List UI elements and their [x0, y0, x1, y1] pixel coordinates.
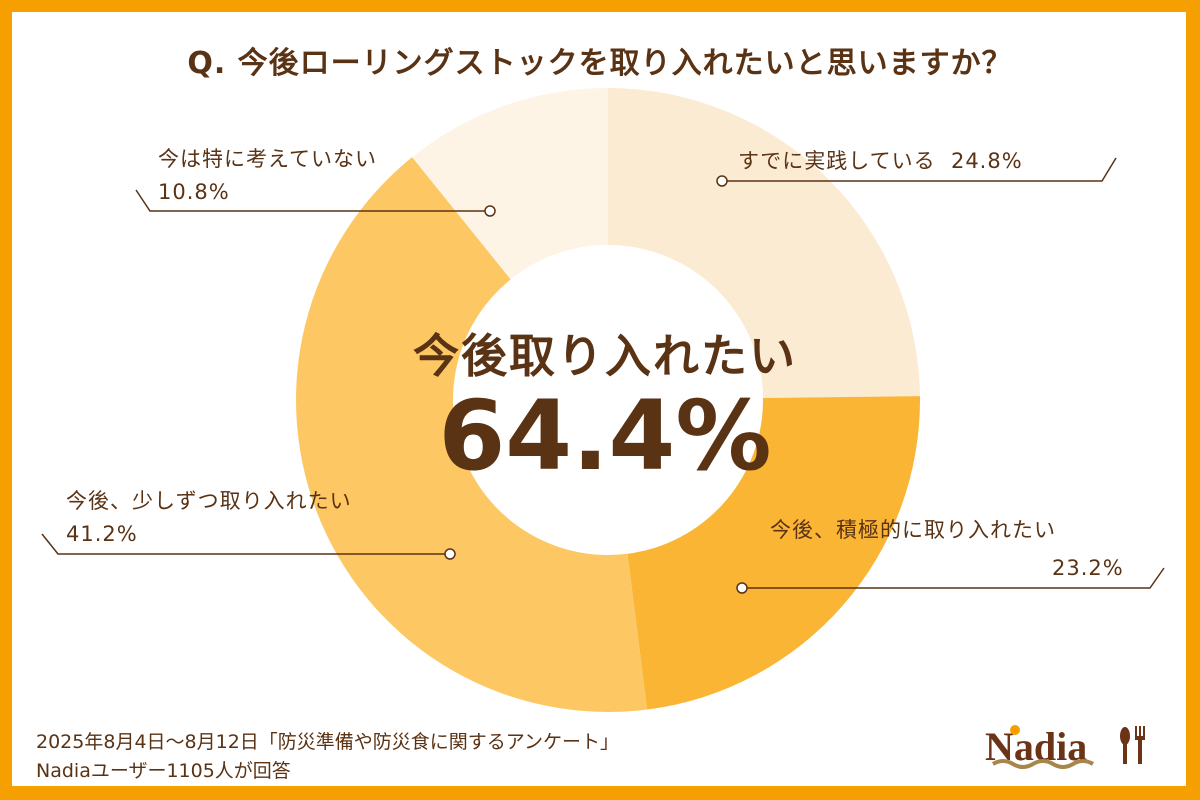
label-active: 今後、積極的に取り入れたい	[770, 518, 1056, 542]
flower-icon	[1010, 725, 1020, 735]
value-active: 23.2%	[1052, 556, 1124, 580]
label-gradual: 今後、少しずつ取り入れたい	[66, 489, 352, 513]
label-not-considering: 今は特に考えていない	[158, 147, 377, 171]
slice-already	[608, 88, 920, 399]
nadia-logo: Nadia	[985, 724, 1145, 769]
slice-gradual	[296, 157, 648, 713]
leader-line	[41, 533, 450, 555]
leader-dot	[484, 205, 496, 217]
spoon-fork-icon	[1120, 726, 1145, 764]
leader-dot	[444, 548, 456, 560]
label-already: すでに実践している 24.8%	[738, 149, 1023, 173]
leader-line	[135, 189, 490, 212]
slice-active	[627, 396, 920, 710]
footer-survey: 2025年8月4日〜8月12日「防災準備や防災食に関するアンケート」	[36, 731, 620, 753]
leader-line	[722, 157, 1117, 182]
leader-dot	[736, 582, 748, 594]
value-not-considering: 10.8%	[158, 180, 230, 204]
chart-title: Q. 今後ローリングストックを取り入れたいと思いますか？	[187, 46, 1013, 81]
footer-respondents: Nadiaユーザー1105人が回答	[36, 760, 291, 782]
slice-not-considering	[412, 88, 608, 280]
center-label: 今後取り入れたい	[413, 329, 797, 383]
value-gradual: 41.2%	[66, 522, 138, 546]
center-value: 64.4%	[438, 380, 772, 492]
leader-dot	[716, 175, 728, 187]
leader-line	[742, 567, 1165, 589]
